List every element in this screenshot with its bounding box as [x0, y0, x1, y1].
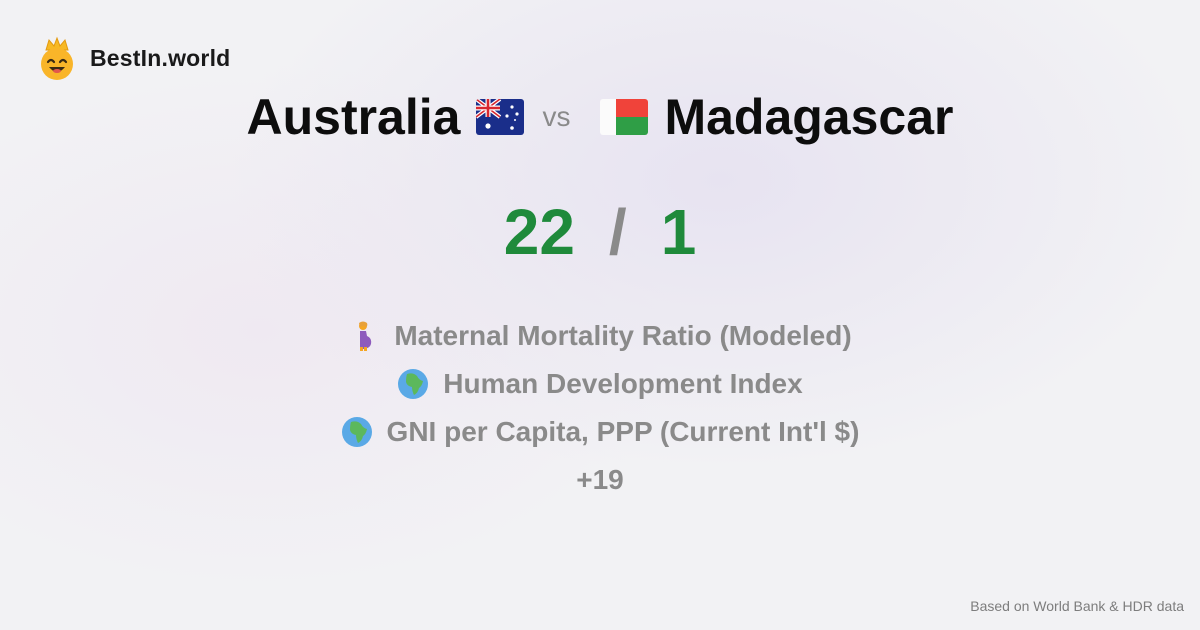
metric-item: Human Development Index [397, 360, 803, 408]
score-a: 22 [503, 196, 575, 268]
score-separator: / [608, 196, 627, 268]
crown-smiley-icon [41, 36, 73, 80]
brand-name: BestIn.world [90, 44, 231, 71]
australia-flag-icon [476, 99, 525, 135]
globe-africa-icon [341, 417, 372, 447]
pregnant-woman-icon [359, 321, 372, 351]
metrics-list: Maternal Mortality Ratio (Modeled) Human… [0, 312, 1200, 504]
country-a-name: Australia [246, 89, 461, 145]
comparison-title: Australia vs Madagascar [0, 88, 1200, 146]
country-b-name: Madagascar [664, 89, 954, 145]
metric-item: GNI per Capita, PPP (Current Int'l $) [341, 408, 860, 456]
metric-item: Maternal Mortality Ratio (Modeled) [348, 312, 852, 360]
more-metrics-count: +19 [576, 464, 624, 495]
globe-africa-icon [398, 369, 429, 399]
vs-label: vs [542, 101, 571, 132]
score: 22 / 1 [0, 195, 1200, 269]
brand[interactable]: BestIn.world [38, 36, 230, 80]
metric-label: GNI per Capita, PPP (Current Int'l $) [386, 416, 860, 447]
metric-label: Maternal Mortality Ratio (Modeled) [394, 320, 852, 351]
madagascar-flag-icon [600, 99, 649, 135]
data-source-note: Based on World Bank & HDR data [970, 598, 1184, 614]
metric-label: Human Development Index [443, 368, 803, 399]
score-b: 1 [660, 196, 697, 268]
